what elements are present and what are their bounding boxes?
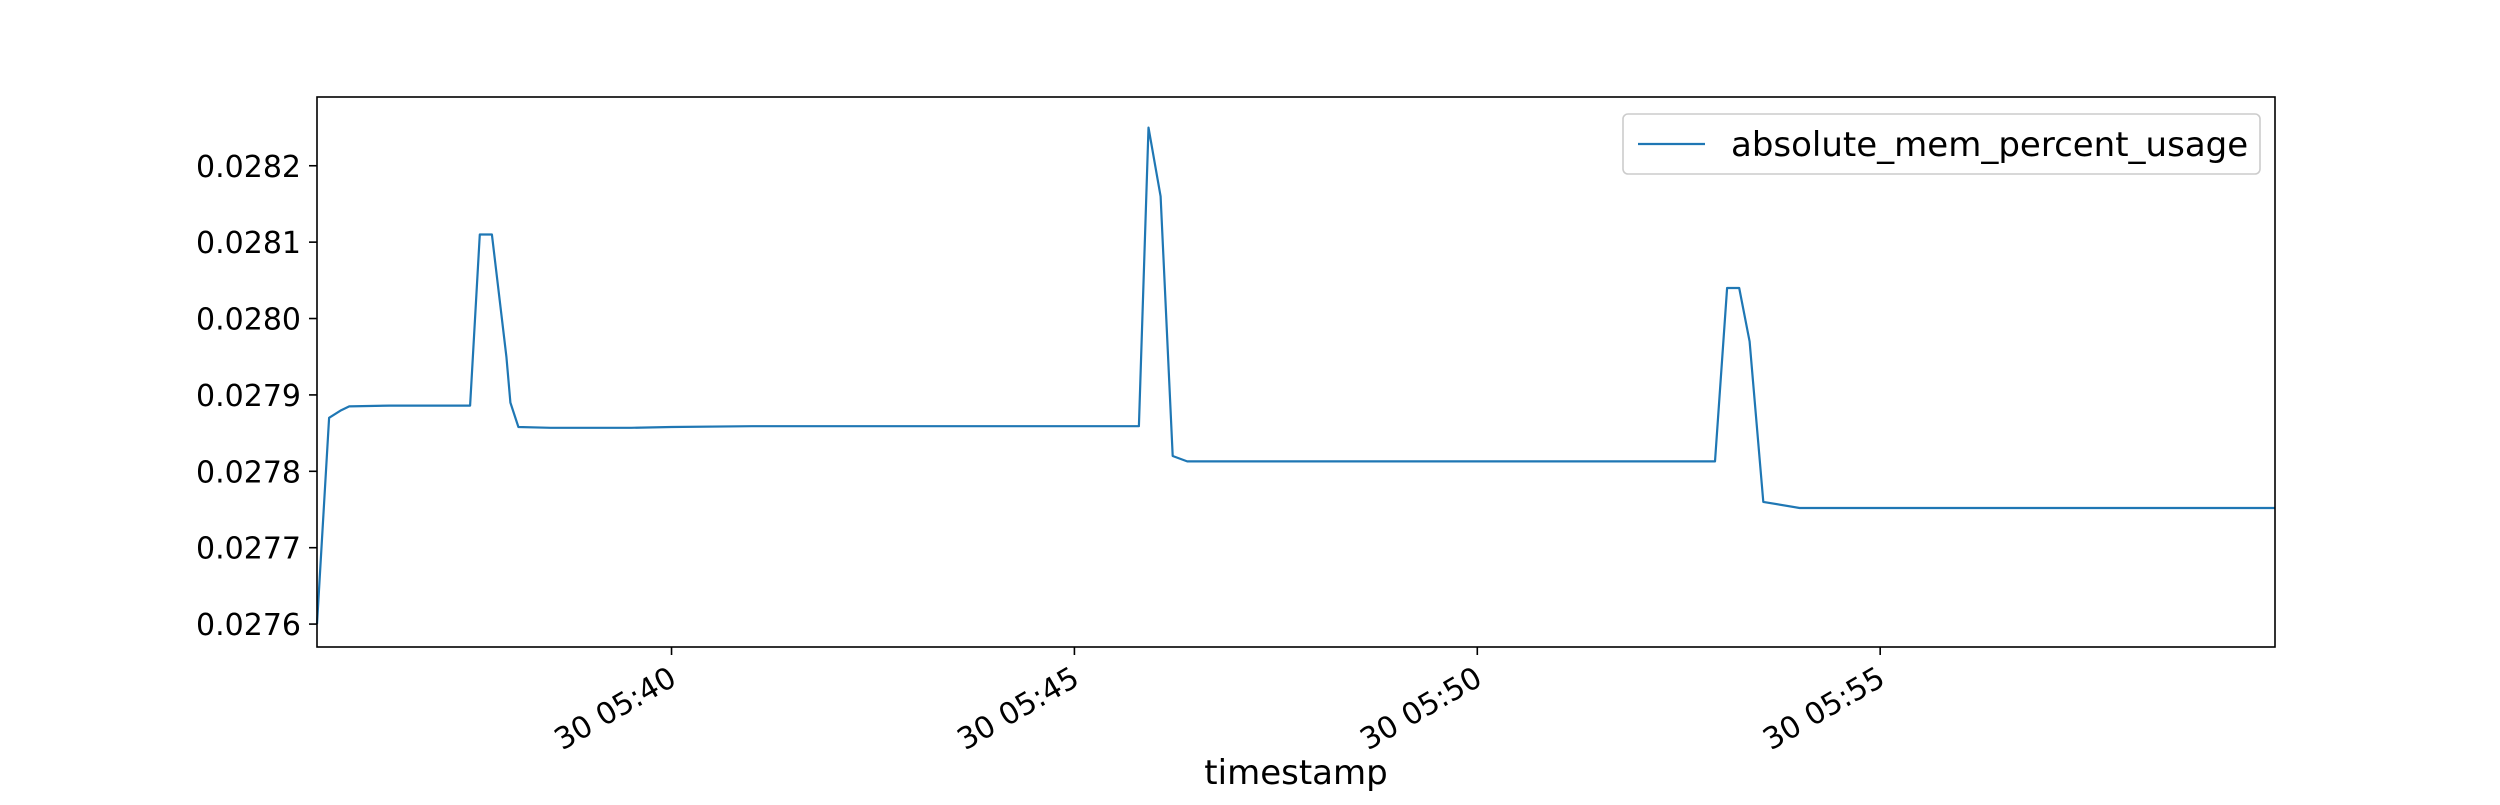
- y-tick-label: 0.0278: [196, 455, 301, 490]
- plot-frame: [316, 96, 2276, 648]
- y-tick-label: 0.0282: [196, 150, 301, 185]
- legend-box: [1622, 113, 2261, 175]
- y-axis: 0.0276 0.0277 0.0278 0.0279 0.0280 0.0281 0.02…: [196, 150, 317, 643]
- y-tick-label: 0.0277: [196, 532, 301, 567]
- legend-label-absolute-mem-percent-usage: absolute_mem_percent_usage: [1731, 125, 2248, 165]
- y-tick-label: 0.0276: [196, 608, 301, 643]
- x-axis: 30 05:40 30 05:45 30 05:50 30 05:55: [549, 647, 1891, 758]
- x-tick-label: 30 05:40: [549, 660, 683, 757]
- plot-area: [317, 97, 2275, 647]
- y-tick-label: 0.0281: [196, 226, 301, 261]
- x-tick-label: 30 05:55: [1757, 660, 1891, 757]
- x-tick-label: 30 05:45: [952, 660, 1086, 757]
- series-layer: [315, 126, 2275, 625]
- y-tick-label: 0.0280: [196, 303, 301, 338]
- legend[interactable]: absolute_mem_percent_usage: [1622, 113, 2261, 175]
- y-tick-label: 0.0279: [196, 379, 301, 414]
- series-line-absolute-mem-percent-usage: [315, 126, 2275, 625]
- x-axis-title: timestamp: [1204, 753, 1387, 793]
- x-tick-label: 30 05:50: [1354, 660, 1488, 757]
